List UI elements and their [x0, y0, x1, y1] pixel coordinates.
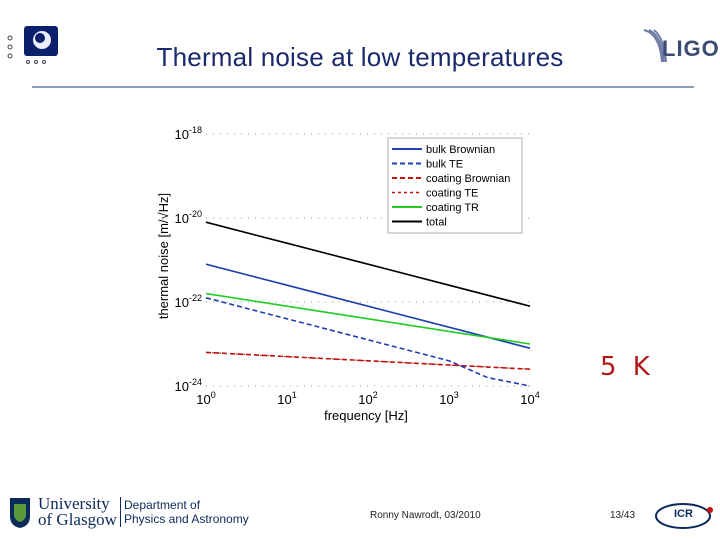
- temperature-label: 5 K: [600, 352, 654, 382]
- y-tick-label: 10-22: [175, 293, 202, 310]
- x-tick-label: 100: [196, 390, 215, 407]
- department-line1: Department of: [124, 498, 201, 512]
- x-tick-label: 102: [358, 390, 377, 407]
- chart-grid: [206, 133, 530, 387]
- icr-logo-text: ICR: [674, 508, 693, 520]
- icr-logo: ICR: [652, 500, 714, 532]
- legend-label: bulk Brownian: [426, 144, 495, 156]
- legend-label: coating Brownian: [426, 173, 510, 185]
- series-line-coating-brownian: [205, 351, 531, 370]
- y-tick-label: 10-20: [175, 209, 202, 226]
- legend-label: bulk TE: [426, 159, 463, 171]
- university-line1: University: [38, 494, 110, 513]
- title-divider: [32, 86, 694, 88]
- thermal-noise-chart: 100 101 102 103 104 10-18 10-20 10-22 10-24 freq…: [156, 125, 540, 423]
- y-tick-label: 10-18: [175, 125, 202, 142]
- top-left-logo: [6, 22, 62, 72]
- chart-series: [205, 221, 531, 387]
- legend-box: [387, 137, 523, 234]
- footer-page-number: 13/43: [610, 510, 636, 521]
- chart-ticks: 100 101 102 103 104 10-18 10-20 10-22 10-24: [175, 125, 540, 407]
- x-tick-label: 104: [520, 390, 539, 407]
- slide-title: Thermal noise at low temperatures: [156, 42, 564, 72]
- series-line-coating-tr: [205, 292, 531, 345]
- series-line-bulk-te: [205, 297, 531, 387]
- chart-legend: bulk Brownian bulk TE coating Brownian coat…: [387, 137, 523, 234]
- legend-label: total: [426, 217, 447, 229]
- series-line-bulk-brownian: [205, 263, 531, 349]
- x-tick-label: 103: [439, 390, 458, 407]
- x-axis-label: frequency [Hz]: [324, 408, 408, 423]
- y-tick-label: 10-24: [175, 377, 202, 394]
- legend-label: coating TE: [426, 188, 478, 200]
- ligo-logo: LIGO: [640, 22, 719, 72]
- x-tick-label: 101: [277, 390, 296, 407]
- ligo-logo-text: LIGO: [662, 36, 720, 61]
- series-line-total: [205, 221, 531, 307]
- university-of-glasgow-logo: University of Glasgow Department of Phys…: [8, 494, 268, 530]
- y-axis-label: thermal noise [m/√Hz]: [156, 193, 171, 319]
- university-line2: of Glasgow: [38, 510, 117, 529]
- logo-separator: [120, 497, 121, 527]
- department-line2: Physics and Astronomy: [124, 512, 249, 526]
- legend-label: coating TR: [426, 202, 479, 214]
- footer-author-date: Ronny Nawrodt, 03/2010: [370, 510, 481, 521]
